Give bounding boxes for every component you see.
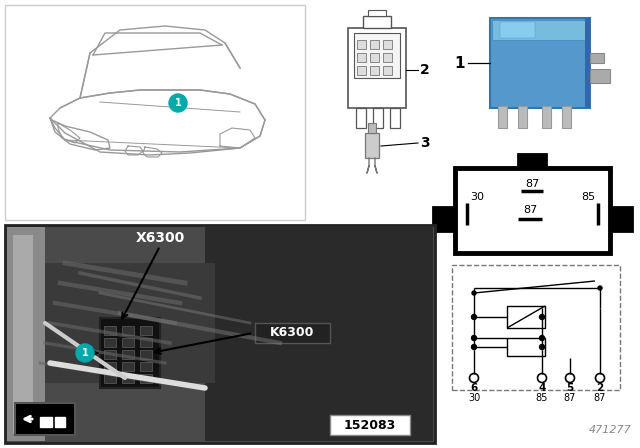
Text: 85: 85 [581,192,595,202]
Text: 30: 30 [470,192,484,202]
Bar [370,53,379,62]
Bar [104,338,116,347]
Bar [45,263,215,383]
Bar [507,306,545,328]
Text: 2: 2 [596,383,604,393]
Text: 4: 4 [538,383,546,393]
Bar [122,350,134,359]
Bar [140,338,152,347]
Circle shape [540,345,545,349]
Text: 1: 1 [82,348,88,358]
Circle shape [472,336,477,340]
Bar [104,326,116,335]
Bar [140,350,152,359]
Circle shape [76,344,94,362]
Bar [373,108,383,128]
Bar [357,53,366,62]
Text: 30: 30 [468,393,480,403]
Bar [7,227,45,441]
Bar [507,338,545,356]
Text: 2: 2 [420,63,429,77]
Text: X6300: X6300 [136,231,184,245]
Bar [330,415,410,435]
Bar [55,417,65,427]
Text: 3: 3 [420,136,429,150]
Bar [518,154,546,168]
Bar [383,66,392,75]
Bar [490,18,590,108]
Bar [590,53,604,63]
Bar [140,362,152,371]
Bar [100,318,160,388]
Text: 1: 1 [455,56,465,70]
Circle shape [472,345,477,349]
Circle shape [540,314,545,319]
Text: K6300: K6300 [270,327,314,340]
Circle shape [472,314,477,319]
Bar [104,374,116,383]
Bar [15,403,75,435]
Bar [365,133,379,158]
Bar [562,106,571,128]
Bar [518,106,527,128]
Bar [104,350,116,359]
Bar [140,326,152,335]
Bar [104,362,116,371]
Text: 5: 5 [566,383,573,393]
Text: 1: 1 [175,98,181,108]
Bar [122,374,134,383]
Circle shape [169,94,187,112]
Text: 87: 87 [564,393,576,403]
Bar [354,33,400,78]
Bar [610,207,632,231]
Bar [370,66,379,75]
Bar [363,16,391,28]
Circle shape [598,286,602,290]
Bar [357,66,366,75]
Bar [356,108,366,128]
Bar [122,338,134,347]
Bar [205,227,433,441]
Bar [585,18,590,108]
Text: 87: 87 [523,205,537,215]
Text: 152083: 152083 [344,418,396,431]
Text: 87: 87 [525,179,539,189]
Bar [383,40,392,49]
Bar [383,53,392,62]
Bar [13,235,33,433]
Bar [368,10,386,16]
Bar [5,5,305,220]
Bar [492,20,588,40]
Bar [500,22,535,38]
Bar [590,69,610,83]
Circle shape [472,291,476,295]
Bar [5,225,435,443]
Bar [255,323,330,343]
Text: 85: 85 [536,393,548,403]
Text: 87: 87 [594,393,606,403]
Bar [122,326,134,335]
Bar [140,374,152,383]
Bar [390,108,400,128]
Bar [433,207,455,231]
Bar [40,417,52,427]
Bar [122,362,134,371]
Bar [368,123,376,133]
Bar [542,106,551,128]
Circle shape [540,336,545,340]
Bar [498,106,507,128]
Bar [370,40,379,49]
Bar [357,40,366,49]
Text: 471277: 471277 [589,425,632,435]
Text: 6: 6 [470,383,477,393]
Bar [452,265,620,390]
Bar [348,28,406,108]
Bar [455,168,610,253]
